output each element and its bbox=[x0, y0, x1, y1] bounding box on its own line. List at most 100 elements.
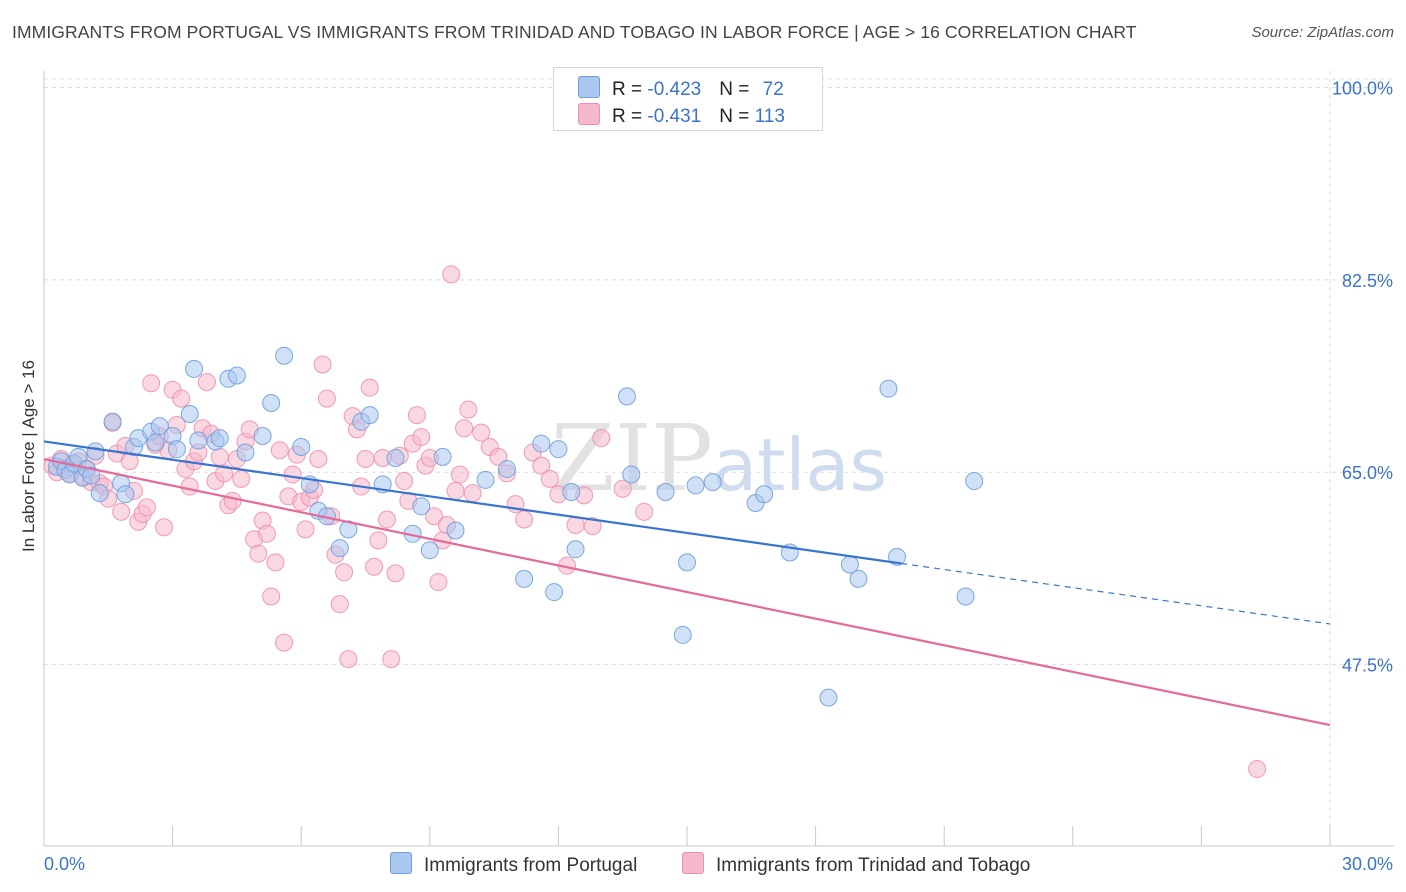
series-trinidad-points bbox=[43, 265, 1267, 779]
trinidad-point bbox=[210, 447, 229, 466]
x-tick-label-end: 30.0% bbox=[1342, 854, 1393, 874]
trinidad-point bbox=[262, 587, 281, 606]
y-tick-label: 65.0% bbox=[1342, 463, 1393, 483]
portugal-point bbox=[116, 485, 135, 504]
trinidad-point bbox=[330, 595, 349, 614]
trinidad-point bbox=[249, 544, 268, 563]
trinidad-point bbox=[313, 355, 332, 374]
legend-label-trinidad: Immigrants from Trinidad and Tobago bbox=[716, 855, 1031, 876]
portugal-swatch bbox=[578, 76, 600, 98]
trinidad-point bbox=[296, 520, 315, 539]
portugal-point bbox=[386, 448, 405, 467]
trinidad-point bbox=[635, 502, 654, 521]
portugal-point bbox=[150, 417, 169, 436]
portugal-point bbox=[292, 437, 311, 456]
trinidad-point bbox=[283, 465, 302, 484]
trinidad-point bbox=[365, 557, 384, 576]
r-value: -0.423 bbox=[647, 79, 702, 100]
trinidad-point bbox=[223, 491, 242, 510]
trinidad-point bbox=[112, 502, 131, 521]
legend-row-portugal: R = -0.423 N = 72 bbox=[578, 76, 784, 101]
portugal-point bbox=[532, 434, 551, 453]
y-axis-label: In Labor Force | Age > 16 bbox=[19, 360, 38, 552]
trinidad-point bbox=[137, 498, 156, 517]
portugal-point bbox=[189, 431, 208, 450]
portugal-point bbox=[673, 625, 692, 644]
portugal-point bbox=[566, 540, 585, 559]
portugal-point bbox=[90, 484, 109, 503]
portugal-point bbox=[420, 541, 439, 560]
trinidad-point bbox=[450, 465, 469, 484]
axes bbox=[43, 71, 1394, 847]
portugal-point bbox=[275, 346, 294, 365]
trinidad-trend-line bbox=[43, 457, 1331, 727]
portugal-point bbox=[678, 553, 696, 572]
portugal-point bbox=[262, 393, 281, 412]
portugal-point bbox=[236, 443, 255, 462]
portugal-point bbox=[849, 569, 868, 588]
portugal-point bbox=[549, 440, 568, 459]
trinidad-point bbox=[142, 374, 161, 393]
trinidad-point bbox=[339, 650, 358, 669]
portugal-point bbox=[446, 521, 465, 540]
trinidad-point bbox=[215, 464, 234, 483]
portugal-point bbox=[330, 539, 349, 558]
trinidad-point bbox=[446, 481, 465, 500]
portugal-point bbox=[433, 447, 452, 466]
series-portugal-points bbox=[47, 346, 984, 707]
y-tick-label: 82.5% bbox=[1342, 271, 1393, 291]
trinidad-point bbox=[463, 484, 482, 503]
portugal-point bbox=[360, 406, 379, 425]
portugal-point bbox=[656, 483, 675, 502]
legend-item-trinidad[interactable]: Immigrants from Trinidad and Tobago bbox=[682, 852, 1030, 877]
n-label: N = bbox=[719, 79, 755, 100]
correlation-legend: R = -0.423 N = 72 R = -0.431 N = 113 bbox=[553, 67, 823, 131]
portugal-point bbox=[497, 459, 516, 478]
trinidad-point bbox=[540, 469, 559, 488]
trinidad-point bbox=[407, 406, 426, 425]
r-label: R = bbox=[612, 106, 648, 127]
y-tick-label: 100.0% bbox=[1332, 78, 1393, 98]
source-credit: Source: ZipAtlas.com bbox=[1251, 24, 1394, 41]
tick-labels: 47.5% 65.0% 82.5% 100.0% 0.0% 30.0% bbox=[44, 78, 1393, 874]
trinidad-point bbox=[412, 428, 431, 447]
portugal-point bbox=[622, 465, 641, 484]
y-tick-label: 47.5% bbox=[1342, 656, 1393, 676]
legend-row-trinidad: R = -0.431 N = 113 bbox=[578, 103, 785, 128]
portugal-point bbox=[103, 412, 122, 431]
r-label: R = bbox=[612, 79, 648, 100]
portugal-point bbox=[210, 429, 229, 448]
portugal-point bbox=[86, 442, 105, 461]
trinidad-point bbox=[275, 633, 294, 652]
x-tick-label-start: 0.0% bbox=[44, 854, 85, 874]
legend-label-portugal: Immigrants from Portugal bbox=[424, 855, 638, 876]
trinidad-point bbox=[369, 531, 388, 550]
trinidad-swatch bbox=[578, 103, 600, 125]
portugal-point bbox=[965, 472, 984, 491]
portugal-trend-line bbox=[43, 440, 902, 565]
portugal-point bbox=[703, 473, 722, 492]
trinidad-point bbox=[459, 400, 478, 419]
trinidad-point bbox=[197, 373, 216, 392]
trinidad-point bbox=[425, 507, 444, 526]
trinidad-point bbox=[442, 265, 461, 284]
chart-title: IMMIGRANTS FROM PORTUGAL VS IMMIGRANTS F… bbox=[12, 22, 1137, 42]
trinidad-point bbox=[356, 450, 375, 469]
trinidad-point bbox=[386, 564, 405, 583]
trinidad-point bbox=[232, 469, 251, 488]
trinidad-point bbox=[172, 389, 191, 408]
trinidad-point bbox=[532, 456, 551, 475]
portugal-point bbox=[167, 440, 186, 459]
n-value: 113 bbox=[754, 106, 785, 127]
portugal-point bbox=[180, 404, 199, 423]
trinidad-point bbox=[317, 389, 336, 408]
portugal-point bbox=[755, 485, 774, 504]
legend-item-portugal[interactable]: Immigrants from Portugal bbox=[390, 852, 637, 877]
trinidad-point bbox=[395, 472, 414, 491]
portugal-point bbox=[888, 547, 907, 566]
r-value: -0.431 bbox=[647, 106, 702, 127]
series-legend: Immigrants from Portugal Immigrants from… bbox=[0, 852, 1406, 878]
watermark: ZIP atlas bbox=[551, 405, 887, 512]
trinidad-point bbox=[592, 429, 611, 448]
